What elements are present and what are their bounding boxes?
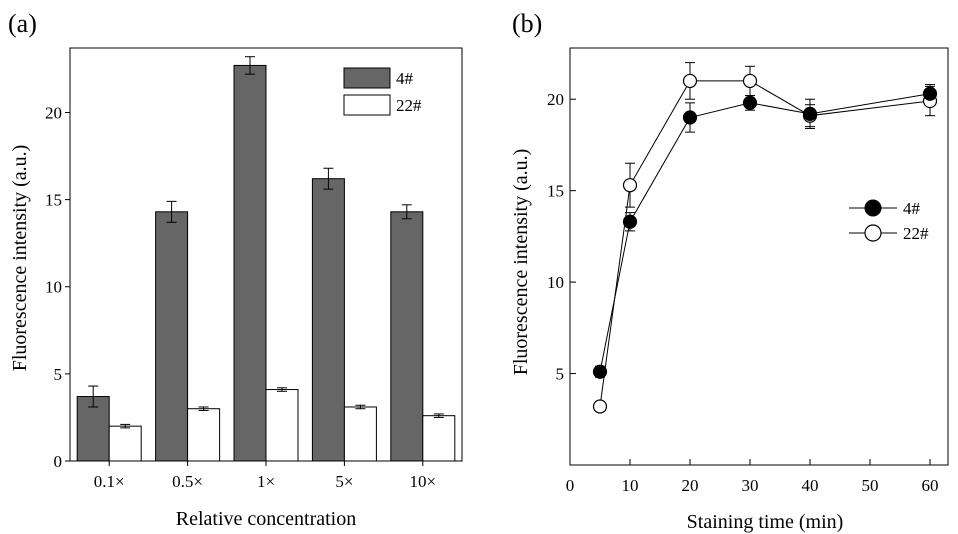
x-tick-label: 50 bbox=[862, 476, 879, 495]
bar-22 bbox=[187, 408, 221, 462]
point-22 bbox=[682, 73, 698, 89]
panel-b-frame bbox=[569, 47, 949, 466]
x-tick-label: 30 bbox=[742, 476, 759, 495]
y-tick-label: 0 bbox=[54, 452, 63, 471]
bar-22 bbox=[422, 415, 456, 462]
x-tick-label: 60 bbox=[922, 476, 939, 495]
bar-22 bbox=[343, 406, 377, 462]
x-tick-label: 0.1× bbox=[94, 472, 125, 491]
x-tick-label: 20 bbox=[682, 476, 699, 495]
bar-4 bbox=[155, 211, 189, 462]
legend-label-4: 4# bbox=[396, 69, 414, 88]
y-tick-label: 5 bbox=[54, 365, 63, 384]
panel-a-bar-chart: (a) Fluorescence intensity (a.u.) Relati… bbox=[8, 9, 463, 530]
bar-22 bbox=[108, 425, 142, 462]
panel-b-legend: 4# 22# bbox=[849, 199, 929, 243]
x-tick-label: 1× bbox=[257, 472, 275, 491]
point-22 bbox=[622, 178, 638, 193]
y-tick-label: 20 bbox=[45, 103, 62, 122]
point-4 bbox=[742, 95, 758, 110]
legend-swatch-22 bbox=[343, 94, 391, 116]
x-tick-label: 40 bbox=[802, 476, 819, 495]
bar-4 bbox=[233, 64, 267, 462]
series-line-22 bbox=[599, 80, 931, 407]
point-22 bbox=[742, 73, 758, 89]
point-4 bbox=[682, 110, 698, 125]
y-tick-label: 5 bbox=[556, 365, 565, 384]
x-tick-label: 10× bbox=[410, 472, 437, 491]
point-22 bbox=[592, 399, 608, 414]
panel-b-y-axis-title: Fluorescence intensity (a.u.) bbox=[510, 149, 532, 376]
legend-label-b-4: 4# bbox=[903, 199, 921, 218]
panel-a-error-bars bbox=[88, 56, 444, 429]
legend-marker-4 bbox=[864, 199, 882, 217]
y-tick-label: 10 bbox=[45, 278, 62, 297]
x-tick-label: 0 bbox=[566, 476, 575, 495]
panel-b-series bbox=[592, 62, 938, 414]
x-tick-label: 10 bbox=[622, 476, 639, 495]
point-4 bbox=[802, 106, 818, 121]
y-tick-label: 10 bbox=[547, 273, 564, 292]
y-tick-label: 15 bbox=[547, 182, 564, 201]
bar-4 bbox=[390, 211, 424, 462]
point-4 bbox=[622, 214, 638, 229]
panel-a-y-axis-title: Fluorescence intensity (a.u.) bbox=[9, 145, 31, 372]
panel-b-line-chart: (b) Fluorescence intensity (a.u.) Staini… bbox=[510, 9, 949, 533]
point-4 bbox=[922, 86, 938, 101]
legend-marker-22 bbox=[864, 224, 882, 242]
legend-label-b-22: 22# bbox=[903, 224, 929, 243]
panel-b-x-axis-title: Staining time (min) bbox=[687, 511, 844, 533]
bar-22 bbox=[265, 389, 299, 462]
x-tick-label: 5× bbox=[335, 472, 353, 491]
panel-a-legend: 4# 22# bbox=[343, 67, 422, 116]
panel-b-label: (b) bbox=[512, 9, 542, 38]
series-line-4 bbox=[599, 93, 931, 372]
legend-label-22: 22# bbox=[396, 96, 422, 115]
y-tick-label: 20 bbox=[547, 90, 564, 109]
panel-a-label: (a) bbox=[8, 9, 37, 38]
panel-a-x-axis-title: Relative concentration bbox=[176, 508, 356, 530]
point-4 bbox=[592, 364, 608, 379]
x-tick-label: 0.5× bbox=[172, 472, 203, 491]
panel-b-axes: 5 10 15 20 0 10 20 30 40 50 60 bbox=[547, 47, 949, 495]
legend-swatch-4 bbox=[343, 67, 391, 89]
bar-4 bbox=[311, 178, 345, 462]
panel-a-bars bbox=[76, 64, 456, 462]
y-tick-label: 15 bbox=[45, 191, 62, 210]
